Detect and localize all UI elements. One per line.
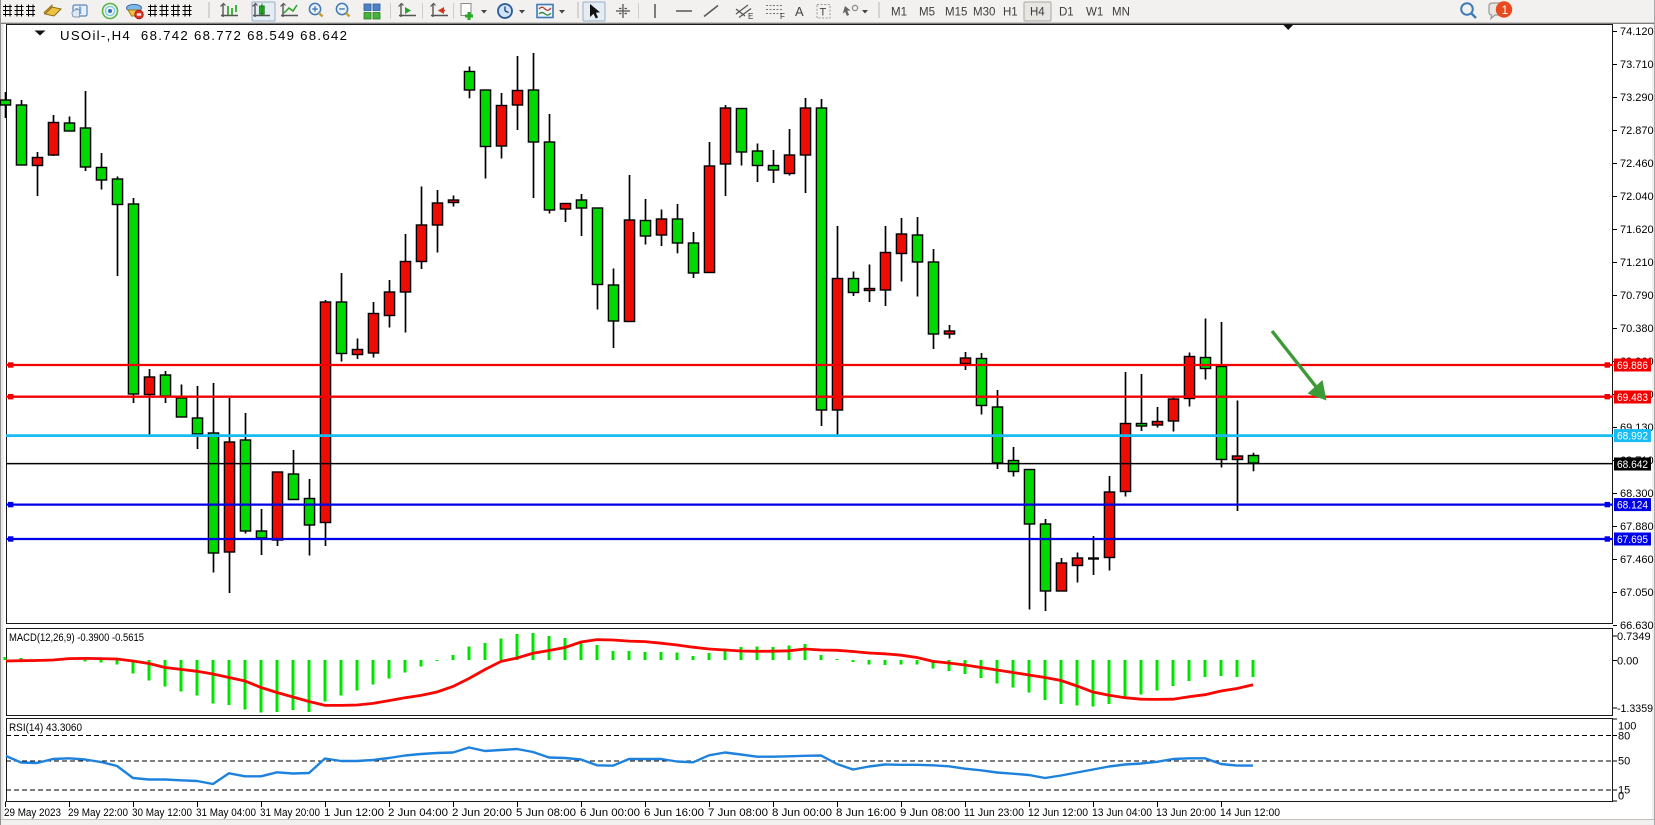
svg-text:12 Jun 12:00: 12 Jun 12:00 (1028, 807, 1088, 819)
svg-text:31 May 20:00: 31 May 20:00 (260, 807, 320, 819)
svg-text:1: 1 (1502, 3, 1509, 17)
svg-text:68.300: 68.300 (1620, 488, 1654, 500)
svg-text:A: A (795, 4, 804, 19)
svg-text:-1.3359: -1.3359 (1617, 703, 1653, 715)
svg-text:72.460: 72.460 (1620, 158, 1654, 170)
svg-text:70.790: 70.790 (1620, 290, 1654, 302)
svg-text:14 Jun 12:00: 14 Jun 12:00 (1220, 807, 1280, 819)
svg-text:68.642: 68.642 (1617, 459, 1648, 471)
svg-text:M1: M1 (891, 7, 907, 19)
svg-text:T: T (820, 7, 827, 19)
svg-text:H1: H1 (1003, 7, 1018, 19)
svg-text:6 Jun 00:00: 6 Jun 00:00 (580, 807, 640, 819)
svg-text:29 May 2023: 29 May 2023 (4, 807, 61, 819)
svg-text:70.380: 70.380 (1620, 323, 1654, 335)
svg-text:9 Jun 08:00: 9 Jun 08:00 (900, 807, 960, 819)
svg-text:72.040: 72.040 (1620, 191, 1654, 203)
svg-text:71.210: 71.210 (1620, 257, 1654, 269)
svg-text:13 Jun 20:00: 13 Jun 20:00 (1156, 807, 1216, 819)
svg-text:72.870: 72.870 (1620, 125, 1654, 137)
svg-text:29 May 22:00: 29 May 22:00 (68, 807, 128, 819)
svg-text:67.880: 67.880 (1620, 521, 1654, 533)
svg-text:11 Jun 23:00: 11 Jun 23:00 (964, 807, 1024, 819)
svg-text:RSI(14) 43.3060: RSI(14) 43.3060 (9, 722, 82, 734)
svg-text:F: F (780, 12, 785, 21)
svg-text:M5: M5 (919, 7, 935, 19)
svg-text:W1: W1 (1086, 7, 1103, 19)
svg-text:100: 100 (1618, 721, 1636, 733)
svg-text:8 Jun 16:00: 8 Jun 16:00 (836, 807, 896, 819)
svg-text:71.620: 71.620 (1620, 224, 1654, 236)
svg-text:M30: M30 (973, 7, 995, 19)
svg-text:67.050: 67.050 (1620, 587, 1654, 599)
svg-text:67.460: 67.460 (1620, 554, 1654, 566)
svg-text:1 Jun 12:00: 1 Jun 12:00 (324, 807, 384, 819)
svg-text:H4: H4 (1030, 7, 1045, 19)
svg-text:6 Jun 16:00: 6 Jun 16:00 (644, 807, 704, 819)
svg-text:MN: MN (1112, 7, 1130, 19)
svg-text:0.00: 0.00 (1617, 656, 1638, 668)
svg-text:USOil-,H4 68.742 68.772 68.54: USOil-,H4 68.742 68.772 68.549 68.642 (60, 28, 347, 43)
svg-text:73.710: 73.710 (1620, 59, 1654, 71)
svg-text:69.886: 69.886 (1617, 360, 1648, 372)
svg-text:69.483: 69.483 (1617, 392, 1648, 404)
svg-text:2 Jun 20:00: 2 Jun 20:00 (452, 807, 512, 819)
svg-text:E: E (748, 12, 753, 21)
svg-text:13 Jun 04:00: 13 Jun 04:00 (1092, 807, 1152, 819)
svg-text:7 Jun 08:00: 7 Jun 08:00 (708, 807, 768, 819)
svg-text:68.124: 68.124 (1617, 500, 1648, 512)
svg-text:74.120: 74.120 (1620, 26, 1654, 38)
svg-text:15: 15 (1618, 785, 1630, 797)
svg-text:30 May 12:00: 30 May 12:00 (132, 807, 192, 819)
svg-text:31 May 04:00: 31 May 04:00 (196, 807, 256, 819)
svg-text:68.992: 68.992 (1617, 431, 1648, 443)
svg-text:0.7349: 0.7349 (1617, 631, 1651, 643)
svg-text:73.290: 73.290 (1620, 92, 1654, 104)
svg-text:MACD(12,26,9) -0.3900 -0.5615: MACD(12,26,9) -0.3900 -0.5615 (9, 632, 144, 644)
svg-text:67.695: 67.695 (1617, 534, 1648, 546)
svg-text:80: 80 (1618, 731, 1630, 743)
svg-text:2 Jun 04:00: 2 Jun 04:00 (388, 807, 448, 819)
svg-text:8 Jun 00:00: 8 Jun 00:00 (772, 807, 832, 819)
svg-text:0: 0 (1618, 791, 1624, 803)
svg-text:5 Jun 08:00: 5 Jun 08:00 (516, 807, 576, 819)
svg-text:D1: D1 (1059, 7, 1074, 19)
svg-text:M15: M15 (945, 7, 967, 19)
svg-text:50: 50 (1618, 756, 1630, 768)
svg-text:66.630: 66.630 (1620, 620, 1654, 632)
